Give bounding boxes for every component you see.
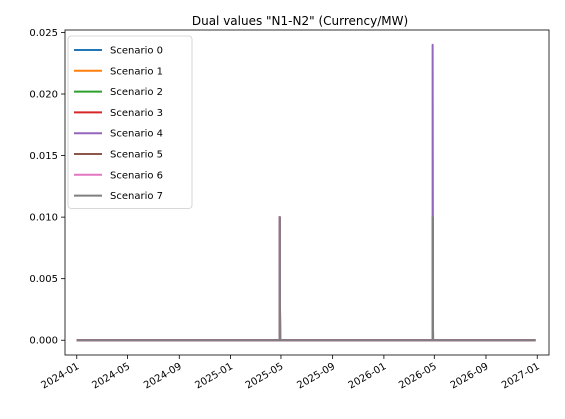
series-line-5: [76, 216, 536, 342]
series-line-6: [76, 216, 536, 342]
series-line-2: [76, 216, 536, 342]
x-tick-label: 2026-01: [347, 361, 389, 391]
y-tick-label: 0.005: [29, 274, 58, 285]
x-tick-label: 2025-01: [193, 361, 235, 391]
x-tick-label: 2026-05: [397, 361, 439, 391]
x-tick-label: 2026-09: [449, 361, 491, 391]
series-layer: [76, 43, 536, 342]
legend-entry: Scenario 0: [110, 46, 163, 57]
legend-entry: Scenario 1: [110, 66, 163, 77]
series-line-3: [76, 216, 536, 342]
x-axis: 2024-01 2024-05 2024-09 2025-01 2025-05 2025-…: [40, 355, 542, 391]
x-tick-label: 2025-09: [295, 361, 337, 391]
chart-title: Dual values "N1-N2" (Currency/MW): [192, 14, 408, 28]
y-axis: 0.000 0.005 0.010 0.015 0.020 0.025: [29, 28, 65, 347]
x-tick-label: 2024-05: [90, 361, 132, 391]
legend-entry: Scenario 3: [110, 108, 163, 119]
legend-entry: Scenario 5: [110, 150, 163, 161]
legend-entry: Scenario 4: [110, 129, 163, 140]
y-tick-label: 0.015: [29, 151, 58, 162]
legend: Scenario 0 Scenario 1 Scenario 2 Scenario 3…: [67, 35, 193, 209]
x-tick-label: 2025-05: [244, 361, 286, 391]
series-line-7: [76, 216, 536, 342]
legend-entry: Scenario 6: [110, 170, 163, 181]
y-tick-label: 0.020: [29, 90, 58, 101]
x-tick-label: 2024-09: [142, 361, 184, 391]
y-tick-label: 0.025: [29, 28, 58, 39]
series-line-1: [76, 216, 536, 342]
legend-entry: Scenario 7: [110, 191, 163, 202]
x-tick-label: 2024-01: [40, 361, 82, 391]
legend-box: [67, 35, 193, 209]
y-tick-label: 0.000: [29, 336, 58, 347]
legend-entry: Scenario 2: [110, 87, 163, 98]
y-tick-label: 0.010: [29, 213, 58, 224]
x-tick-label: 2027-01: [500, 361, 542, 391]
series-line-0: [76, 216, 536, 342]
plot-frame: [64, 29, 550, 356]
